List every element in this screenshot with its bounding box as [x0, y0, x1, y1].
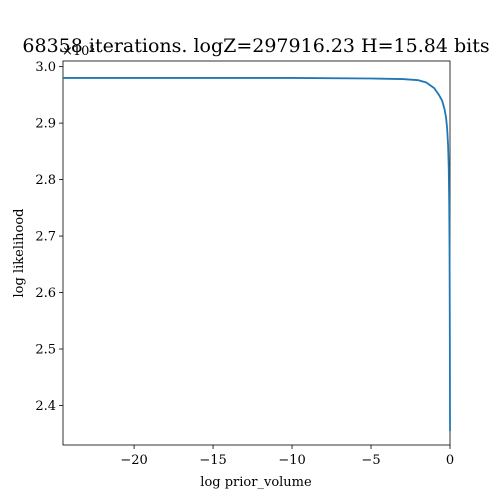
- x-axis: −20 −15 −10 −5 0: [120, 445, 454, 468]
- y-tick-label: 2.4: [35, 399, 56, 414]
- plot-frame: [62, 60, 451, 446]
- x-tick-label: −15: [199, 453, 226, 468]
- chart-title: 68358 iterations. logZ=297916.23 H=15.84…: [22, 35, 489, 57]
- y-tick-label: 2.5: [35, 343, 56, 358]
- y-tick-label: 3.0: [35, 60, 56, 75]
- y-axis-label: log likelihood: [12, 209, 27, 298]
- series-line: [63, 77, 451, 431]
- y-multiplier-label: ×10⁵: [62, 44, 95, 59]
- x-tick-label: −5: [361, 453, 380, 468]
- y-axis: 2.4 2.5 2.6 2.7 2.8 2.9 3.0: [35, 60, 63, 414]
- y-tick-label: 2.9: [35, 117, 56, 132]
- series-layer: [63, 77, 451, 431]
- y-tick-label: 2.7: [35, 230, 56, 245]
- y-tick-label: 2.8: [35, 173, 56, 188]
- x-tick-label: 0: [446, 453, 454, 468]
- y-tick-label: 2.6: [35, 286, 56, 301]
- x-axis-label: log prior_volume: [200, 475, 312, 490]
- x-tick-label: −10: [278, 453, 305, 468]
- x-tick-label: −20: [120, 453, 147, 468]
